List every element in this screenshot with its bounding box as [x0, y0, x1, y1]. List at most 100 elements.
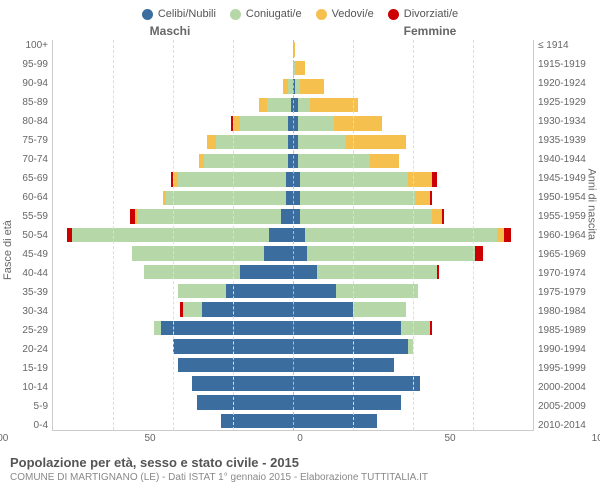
- female-bar: [293, 40, 533, 59]
- male-bar: [53, 151, 293, 170]
- bar-segment: [442, 209, 444, 223]
- bar-segment: [430, 321, 432, 335]
- bar-segment: [298, 98, 310, 112]
- female-bar: [293, 374, 533, 393]
- birth-tick: ≤ 1914: [538, 40, 594, 51]
- female-bar: [293, 170, 533, 189]
- bar-segment: [240, 265, 293, 279]
- female-bar: [293, 133, 533, 152]
- male-bar: [53, 207, 293, 226]
- bar-segment: [300, 172, 408, 186]
- bar-segment: [310, 98, 358, 112]
- bar-segment: [240, 116, 288, 130]
- bar-segment: [173, 339, 293, 353]
- age-tick: 95-99: [6, 59, 48, 70]
- male-bar: [53, 40, 293, 59]
- legend-item: Celibi/Nubili: [142, 8, 216, 20]
- bar-segment: [226, 284, 293, 298]
- birth-tick: 1930-1934: [538, 116, 594, 127]
- bar-segment: [293, 246, 307, 260]
- female-bar: [293, 393, 533, 412]
- bar-segment: [353, 302, 406, 316]
- bar-segment: [269, 228, 293, 242]
- bar-segment: [178, 172, 286, 186]
- male-bar: [53, 300, 293, 319]
- birth-tick: 1995-1999: [538, 363, 594, 374]
- male-bar: [53, 170, 293, 189]
- center-line: [293, 40, 294, 430]
- age-tick: 25-29: [6, 325, 48, 336]
- x-tick: 50: [144, 433, 155, 444]
- bar-segment: [497, 228, 504, 242]
- age-tick: 0-4: [6, 420, 48, 431]
- bar-segment: [336, 284, 418, 298]
- bar-segment: [408, 339, 413, 353]
- age-tick: 75-79: [6, 135, 48, 146]
- birth-tick: 1940-1944: [538, 154, 594, 165]
- bar-segment: [286, 172, 293, 186]
- bar-segment: [293, 321, 401, 335]
- female-bar: [293, 207, 533, 226]
- birth-tick: 1935-1939: [538, 135, 594, 146]
- male-bar: [53, 337, 293, 356]
- age-tick: 100+: [6, 40, 48, 51]
- male-bar: [53, 96, 293, 115]
- age-tick: 35-39: [6, 287, 48, 298]
- bar-segment: [432, 172, 437, 186]
- female-bar: [293, 59, 533, 78]
- male-header: Maschi: [40, 24, 300, 38]
- bar-segment: [233, 116, 240, 130]
- bar-segment: [207, 135, 217, 149]
- male-bar: [53, 244, 293, 263]
- bar-segment: [293, 172, 300, 186]
- bar-segment: [281, 209, 293, 223]
- male-bar: [53, 114, 293, 133]
- bar-segment: [178, 284, 226, 298]
- bar-segment: [183, 302, 202, 316]
- male-bar: [53, 393, 293, 412]
- x-tick: 100: [592, 433, 600, 444]
- legend-label: Divorziati/e: [404, 8, 458, 20]
- age-tick: 15-19: [6, 363, 48, 374]
- bar-segment: [154, 321, 161, 335]
- birth-tick: 1925-1929: [538, 97, 594, 108]
- bar-segment: [293, 395, 401, 409]
- bar-segment: [192, 376, 293, 390]
- legend-item: Vedovi/e: [316, 8, 374, 20]
- female-bar: [293, 356, 533, 375]
- age-tick: 85-89: [6, 97, 48, 108]
- female-header: Femmine: [300, 24, 560, 38]
- birth-tick: 2005-2009: [538, 401, 594, 412]
- bar-segment: [202, 302, 293, 316]
- legend-item: Divorziati/e: [388, 8, 458, 20]
- birth-tick: 1970-1974: [538, 268, 594, 279]
- bar-segment: [293, 228, 305, 242]
- bar-segment: [293, 414, 377, 428]
- age-tick: 60-64: [6, 192, 48, 203]
- pyramid-plot: [52, 40, 534, 431]
- female-bar: [293, 300, 533, 319]
- age-tick: 90-94: [6, 78, 48, 89]
- legend-label: Celibi/Nubili: [158, 8, 216, 20]
- bar-segment: [293, 191, 300, 205]
- bar-segment: [300, 79, 324, 93]
- bar-segment: [204, 154, 288, 168]
- legend-swatch: [388, 9, 399, 20]
- bar-segment: [293, 339, 408, 353]
- bar-segment: [197, 395, 293, 409]
- bar-segment: [166, 191, 286, 205]
- legend-label: Vedovi/e: [332, 8, 374, 20]
- legend-swatch: [316, 9, 327, 20]
- bar-segment: [293, 209, 300, 223]
- male-bar: [53, 263, 293, 282]
- bar-segment: [334, 116, 382, 130]
- x-tick: 50: [444, 433, 455, 444]
- bar-segment: [317, 265, 437, 279]
- legend-swatch: [142, 9, 153, 20]
- female-bar: [293, 337, 533, 356]
- gender-headers: Maschi Femmine: [0, 24, 600, 40]
- bar-segment: [264, 246, 293, 260]
- age-tick: 65-69: [6, 173, 48, 184]
- bar-segment: [437, 265, 439, 279]
- y-left-axis-title: Fasce di età: [2, 220, 14, 280]
